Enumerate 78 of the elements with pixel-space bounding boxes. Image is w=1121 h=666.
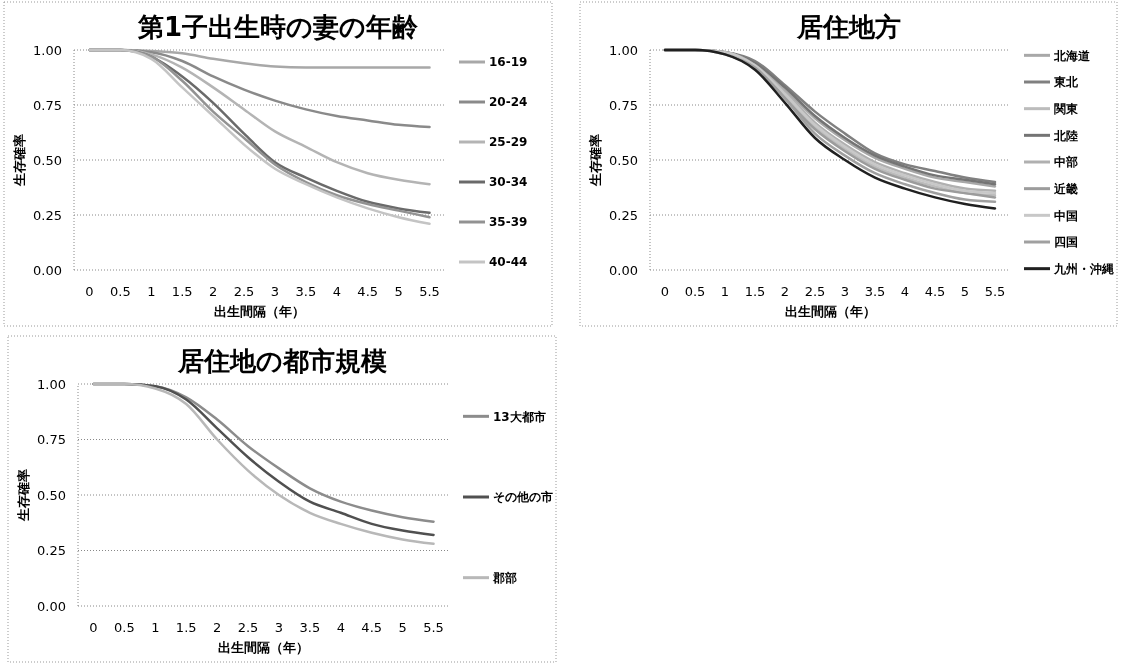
x-tick-label: 5 [394,284,403,299]
x-tick-label: 1.5 [171,284,193,299]
x-tick-label: 5.5 [419,284,440,299]
legend-label: 四国 [1054,235,1078,250]
y-tick-label: 0.25 [609,207,638,223]
legend-label: 35-39 [489,215,528,230]
legend-label: 30-34 [489,175,528,190]
x-tick-label: 4.5 [357,284,379,299]
chart-title: 居住地方 [795,12,901,42]
legend-label: 40-44 [489,255,528,270]
x-tick-label: 4 [332,284,341,299]
legend-label: 中部 [1054,155,1078,170]
x-tick-label: 3 [274,620,284,635]
x-tick-label: 2.5 [804,284,826,299]
legend-label: 近畿 [1053,181,1078,196]
x-tick-label: 3 [840,284,850,299]
x-tick-label: 1.5 [744,284,766,299]
legend-label: 20-24 [489,95,528,110]
x-tick-label: 0 [89,620,98,635]
legend-label: 東北 [1053,75,1079,90]
x-axis-title: 出生間隔（年） [218,640,309,655]
x-tick-label: 1 [147,284,156,299]
x-tick-label: 1 [151,620,160,635]
chart-title: 第1子出生時の妻の年齢 [136,12,420,42]
y-tick-label: 0.75 [609,97,638,113]
x-tick-label: 3 [270,284,280,299]
legend-label: 25-29 [489,135,528,150]
y-tick-label: 1.00 [33,42,62,58]
legend-label: 北海道 [1053,48,1091,63]
y-axis-title: 生存確率 [12,134,27,187]
y-axis-title: 生存確率 [16,469,31,522]
legend-label: 郡部 [492,570,517,585]
y-tick-label: 0.00 [37,598,66,614]
x-tick-label: 2.5 [233,284,255,299]
y-tick-label: 0.50 [33,152,62,168]
x-tick-label: 4.5 [924,284,946,299]
x-tick-label: 0.5 [684,284,706,299]
y-tick-label: 1.00 [37,376,66,392]
y-tick-label: 1.00 [609,42,638,58]
y-tick-label: 0.25 [37,543,66,559]
legend-label: 13大都市 [493,409,546,424]
x-tick-label: 5.5 [423,620,444,635]
y-tick-label: 0.75 [33,97,62,113]
x-tick-label: 3.5 [295,284,317,299]
x-tick-label: 3.5 [299,620,321,635]
x-tick-label: 4 [336,620,345,635]
x-tick-label: 0 [660,284,670,299]
x-tick-label: 1 [720,284,730,299]
x-tick-label: 2 [780,284,790,299]
x-tick-label: 0.5 [114,620,135,635]
y-axis-title: 生存確率 [588,134,603,187]
legend-label: 北陸 [1053,128,1078,143]
x-tick-label: 5 [398,620,407,635]
legend-label: 中国 [1054,208,1078,223]
x-tick-label: 0 [85,284,94,299]
x-tick-label: 4.5 [361,620,383,635]
chart-title: 居住地の都市規模 [176,346,387,376]
x-tick-label: 2.5 [237,620,259,635]
x-tick-label: 3.5 [864,284,886,299]
y-tick-label: 0.50 [609,152,638,168]
x-tick-label: 5 [960,284,970,299]
legend-label: 九州・沖縄 [1053,261,1114,276]
x-tick-label: 4 [900,284,910,299]
x-axis-title: 出生間隔（年） [214,304,305,319]
x-tick-label: 1.5 [175,620,197,635]
legend-label: その他の市 [493,490,553,505]
y-tick-label: 0.00 [609,262,638,278]
y-tick-label: 0.50 [37,487,66,503]
y-tick-label: 0.75 [37,432,66,448]
x-axis-title: 出生間隔（年） [784,304,876,319]
x-tick-label: 2 [208,284,218,299]
x-tick-label: 0.5 [110,284,131,299]
legend-label: 16-19 [489,55,528,70]
x-tick-label: 5.5 [984,284,1006,299]
legend-label: 関東 [1054,101,1079,116]
y-tick-label: 0.00 [33,262,62,278]
x-tick-label: 2 [212,620,222,635]
y-tick-label: 0.25 [33,207,62,223]
